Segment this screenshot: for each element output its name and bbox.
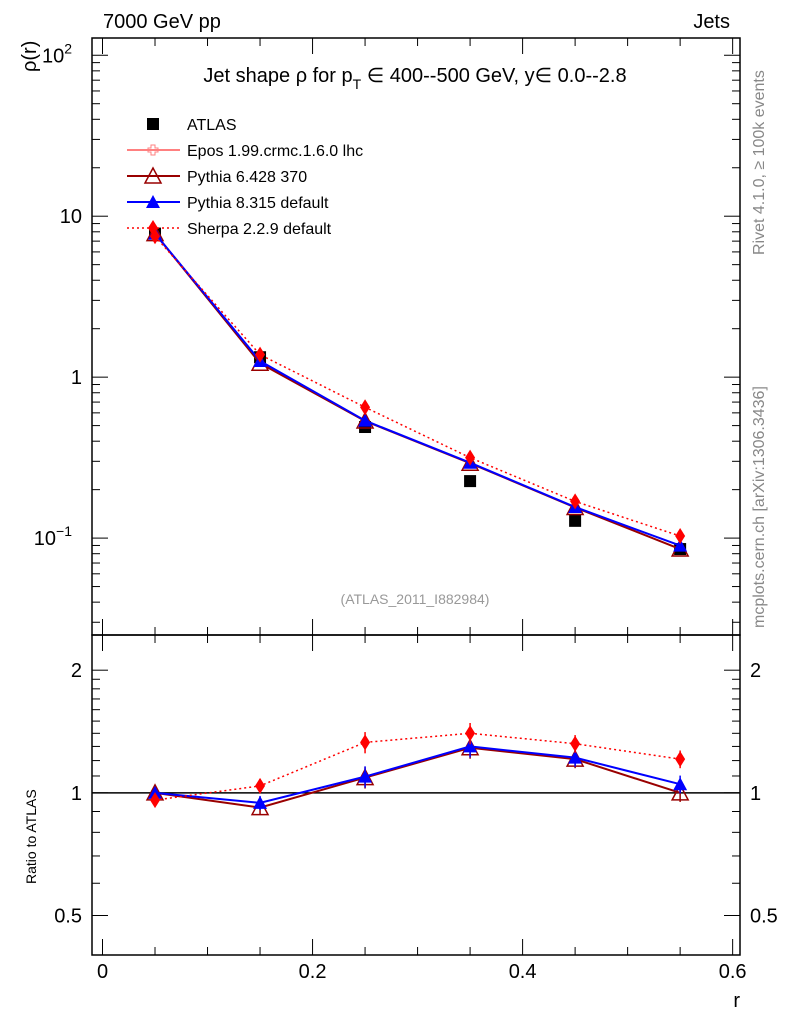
header-left: 7000 GeV pp (103, 11, 221, 33)
main-point-pythia8 (358, 413, 373, 427)
x-tick-label: 0.6 (719, 961, 747, 983)
main-point-atlas (464, 475, 477, 488)
ratio-point-sherpa (675, 751, 686, 768)
main-title: Jet shape ρ for pT ∈ 400--500 GeV, y∈ 0.… (203, 65, 626, 92)
ratio-y-tick-label: 0.5 (54, 906, 82, 928)
ratio-point-sherpa (255, 777, 266, 794)
ratio-y-tick-label: 2 (71, 660, 82, 682)
main-line-pythia8 (154, 232, 681, 547)
legend-label-pythia6: Pythia 6.428 370 (187, 169, 307, 186)
main-point-sherpa (465, 449, 476, 466)
main-point-sherpa (255, 346, 266, 363)
y-tick-label: 10−1 (34, 523, 72, 550)
ratio-point-pythia8 (463, 739, 478, 753)
x-tick-label: 0 (97, 961, 108, 983)
main-line-sherpa (154, 235, 681, 537)
legend-marker-sherpa (148, 220, 158, 236)
ratio-y-tick-label-right: 2 (750, 660, 761, 682)
main-point-pythia8 (673, 538, 688, 552)
legend-label-epos: Epos 1.99.crmc.1.6.0 lhc (187, 143, 363, 160)
ratio-point-pythia8 (253, 795, 268, 809)
x-axis-label: r (733, 990, 740, 1012)
ratio-y-tick-label-right: 0.5 (750, 906, 778, 928)
x-tick-label: 0.2 (299, 961, 327, 983)
ratio-y-tick-label: 1 (71, 783, 82, 805)
legend-label-atlas: ATLAS (187, 117, 237, 134)
legend-label-pythia8: Pythia 8.315 default (187, 195, 329, 212)
main-point-pythia6 (565, 497, 585, 516)
y-tick-label: 10 (60, 206, 82, 228)
rivet-label: Rivet 4.1.0, ≥ 100k events (751, 70, 768, 255)
main-point-pythia6 (355, 411, 375, 429)
ratio-frame (91, 634, 741, 956)
main-point-atlas (569, 514, 582, 527)
ratio-point-sherpa (465, 725, 476, 742)
ratio-point-sherpa (360, 734, 371, 751)
legend-label-sherpa: Sherpa 2.2.9 default (187, 221, 332, 238)
ratio-point-pythia8 (358, 769, 373, 783)
main-point-sherpa (570, 493, 581, 510)
header-right: Jets (693, 11, 730, 33)
y-tick-label: 1 (71, 367, 82, 389)
ratio-point-pythia8 (568, 750, 583, 764)
ratio-point-sherpa (150, 792, 161, 809)
analysis-annotation: (ATLAS_2011_I882984) (341, 591, 490, 607)
main-point-sherpa (675, 528, 686, 545)
legend-marker-pythia8 (146, 195, 160, 208)
ratio-point-pythia8 (673, 777, 688, 791)
mcplots-label: mcplots.cern.ch [arXiv:1306.3436] (751, 386, 768, 628)
legend: ATLAS Epos 1.99.crmc.1.6.0 lhc Pythia 6.42… (127, 117, 363, 238)
ratio-line-pythia6 (154, 746, 681, 809)
main-point-sherpa (360, 399, 371, 416)
ratio-ylabel: Ratio to ATLAS (23, 789, 39, 884)
ratio-point-pythia6 (670, 783, 690, 801)
ratio-y-tick-label-right: 1 (750, 783, 761, 805)
ratio-line-pythia8 (154, 745, 681, 804)
y-tick-label: 102 (42, 40, 72, 67)
legend-marker-atlas (147, 118, 159, 130)
x-tick-label: 0.4 (509, 961, 537, 983)
legend-marker-pythia6 (143, 166, 163, 184)
main-ylabel: ρ(r) (19, 41, 41, 72)
main-point-pythia6 (460, 453, 480, 471)
main-line-pythia6 (154, 232, 681, 550)
legend-marker-epos (147, 144, 159, 156)
ratio-point-sherpa (570, 735, 581, 752)
